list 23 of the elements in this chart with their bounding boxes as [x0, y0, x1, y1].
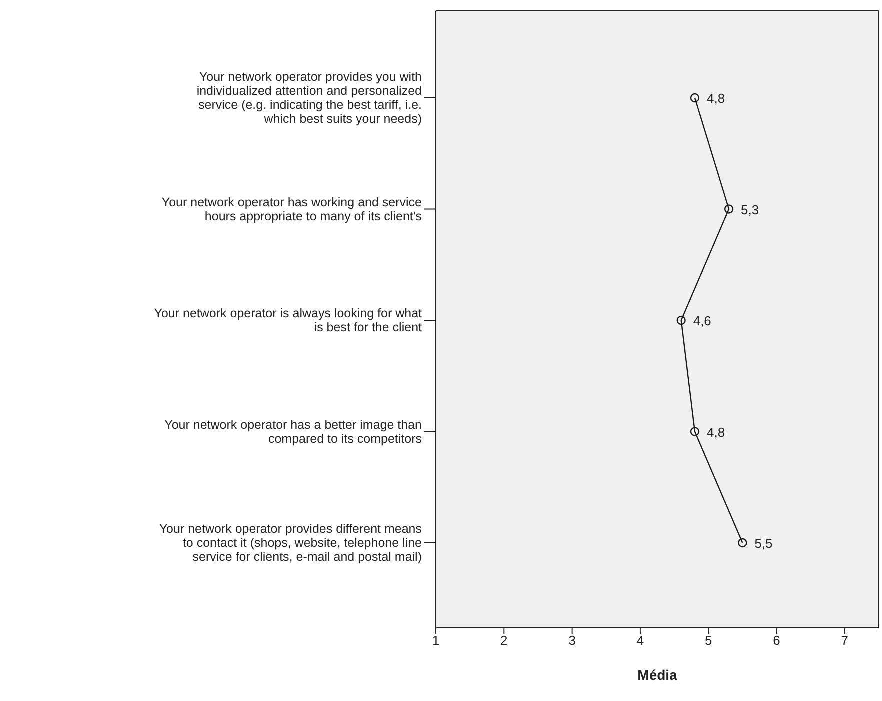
data-label: 4,8	[706, 424, 726, 440]
point	[724, 204, 734, 214]
data-label: 5,5	[754, 536, 773, 551]
x-tick-label: 1	[432, 633, 440, 648]
x-axis-title: Média	[638, 667, 678, 683]
y-tick-label: Your network operator has working and service hours appropriate to many of its client's	[162, 195, 422, 224]
y-tick-label: Your network operator provides different means to contact it (shops, website, telephone line service for clients, e-mail and postal mail)	[159, 522, 422, 564]
point	[690, 427, 700, 436]
x-tick-label: 7	[841, 633, 849, 648]
data-label: 5,3	[741, 202, 760, 218]
y-tick-label: Your network operator has a better image than compared to its competitors	[164, 418, 422, 446]
x-tick-label: 5	[705, 633, 712, 648]
point	[676, 316, 686, 326]
x-tick-label: 2	[500, 633, 508, 648]
point	[690, 93, 700, 103]
data-label: 4,6	[693, 314, 712, 328]
point	[738, 538, 748, 548]
x-tick-label: 4	[636, 633, 644, 648]
y-tick-label: Your network operator is always looking for what is best for the client	[154, 306, 423, 334]
x-tick-label: 3	[568, 633, 576, 648]
data-label: 4,8	[706, 91, 726, 106]
x-tick-label: 6	[773, 633, 780, 648]
y-tick-label: Your network operator provides you with individualized attention and personalized service (e.g. indicating the best tariff, i.e. which best suits your needs)	[196, 70, 422, 126]
